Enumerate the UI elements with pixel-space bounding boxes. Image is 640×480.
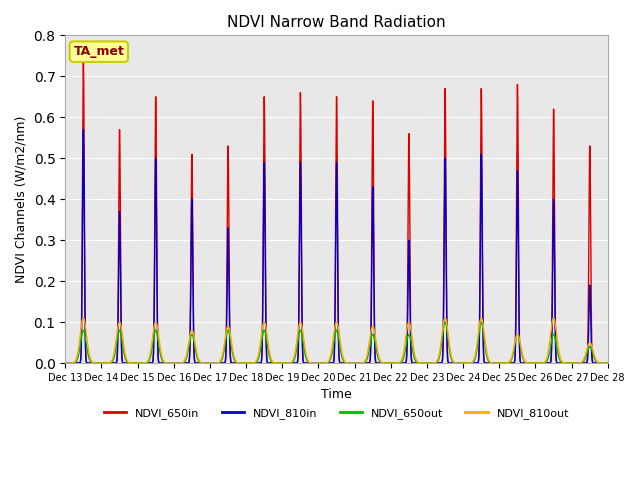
- NDVI_810out: [79, 315, 87, 321]
- NDVI_650in: [79, 57, 87, 63]
- NDVI_650in: [159, 360, 166, 366]
- NDVI_810in: [79, 127, 87, 132]
- NDVI_650in: [458, 360, 466, 366]
- NDVI_650out: [441, 319, 449, 325]
- NDVI_810in: [428, 360, 436, 366]
- NDVI_810in: [316, 360, 324, 366]
- NDVI_650out: [458, 360, 466, 366]
- NDVI_810out: [316, 360, 324, 366]
- NDVI_650in: [316, 360, 324, 366]
- Text: TA_met: TA_met: [74, 45, 124, 58]
- NDVI_650in: [604, 360, 612, 366]
- NDVI_650out: [159, 359, 166, 364]
- NDVI_650in: [428, 360, 436, 366]
- NDVI_650out: [428, 360, 436, 366]
- NDVI_810in: [61, 360, 69, 366]
- Line: NDVI_650in: NDVI_650in: [65, 60, 608, 363]
- Legend: NDVI_650in, NDVI_810in, NDVI_650out, NDVI_810out: NDVI_650in, NDVI_810in, NDVI_650out, NDV…: [100, 403, 573, 423]
- NDVI_650in: [604, 360, 611, 366]
- NDVI_650out: [61, 360, 69, 366]
- NDVI_810out: [604, 360, 611, 366]
- NDVI_650out: [604, 360, 612, 366]
- NDVI_810out: [428, 360, 436, 366]
- NDVI_810out: [489, 360, 497, 366]
- X-axis label: Time: Time: [321, 388, 352, 401]
- NDVI_810out: [604, 360, 612, 366]
- Line: NDVI_650out: NDVI_650out: [65, 322, 608, 363]
- NDVI_810in: [604, 360, 612, 366]
- Y-axis label: NDVI Channels (W/m2/nm): NDVI Channels (W/m2/nm): [15, 116, 28, 283]
- Title: NDVI Narrow Band Radiation: NDVI Narrow Band Radiation: [227, 15, 446, 30]
- NDVI_810in: [458, 360, 466, 366]
- NDVI_650in: [61, 360, 69, 366]
- NDVI_810out: [61, 360, 69, 366]
- NDVI_810in: [489, 360, 497, 366]
- Line: NDVI_810in: NDVI_810in: [65, 130, 608, 363]
- NDVI_810in: [604, 360, 611, 366]
- NDVI_810out: [159, 357, 166, 362]
- Line: NDVI_810out: NDVI_810out: [65, 318, 608, 363]
- NDVI_810in: [159, 360, 166, 366]
- NDVI_810out: [458, 360, 466, 366]
- NDVI_650out: [604, 360, 611, 366]
- NDVI_650in: [489, 360, 497, 366]
- NDVI_650out: [316, 360, 324, 366]
- NDVI_650out: [489, 360, 497, 366]
